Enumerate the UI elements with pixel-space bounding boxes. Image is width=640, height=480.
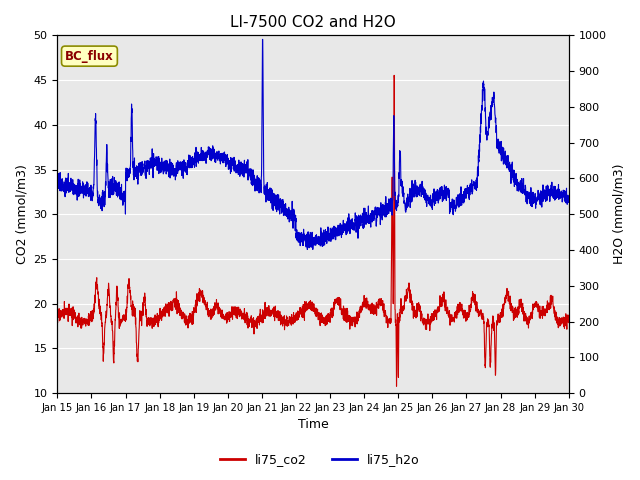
Y-axis label: H2O (mmol/m3): H2O (mmol/m3)	[612, 164, 625, 264]
Text: BC_flux: BC_flux	[65, 49, 114, 63]
Legend: li75_co2, li75_h2o: li75_co2, li75_h2o	[215, 448, 425, 471]
Title: LI-7500 CO2 and H2O: LI-7500 CO2 and H2O	[230, 15, 396, 30]
Y-axis label: CO2 (mmol/m3): CO2 (mmol/m3)	[15, 164, 28, 264]
X-axis label: Time: Time	[298, 419, 328, 432]
